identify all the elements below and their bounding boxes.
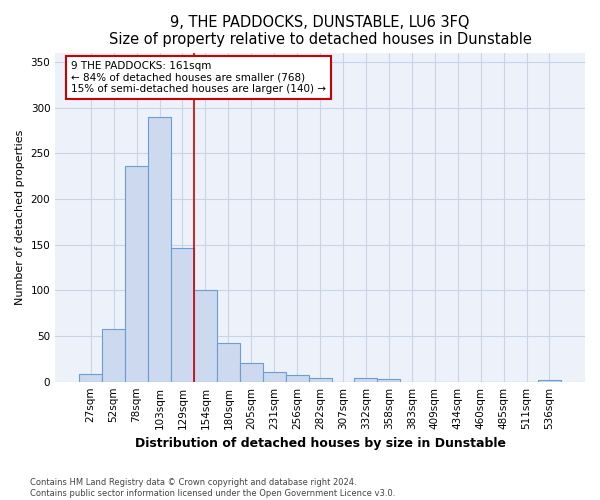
Bar: [377, 379, 400, 382]
Text: 9 THE PADDOCKS: 161sqm
← 84% of detached houses are smaller (768)
15% of semi-de: 9 THE PADDOCKS: 161sqm ← 84% of detached…: [71, 61, 326, 94]
Bar: [263, 372, 286, 382]
Bar: [286, 376, 308, 382]
Y-axis label: Number of detached properties: Number of detached properties: [15, 130, 25, 305]
Bar: [79, 374, 102, 382]
Bar: [102, 328, 125, 382]
X-axis label: Distribution of detached houses by size in Dunstable: Distribution of detached houses by size …: [134, 437, 506, 450]
Text: Contains HM Land Registry data © Crown copyright and database right 2024.
Contai: Contains HM Land Registry data © Crown c…: [30, 478, 395, 498]
Bar: [240, 364, 263, 382]
Bar: [125, 166, 148, 382]
Bar: [308, 378, 332, 382]
Bar: [171, 248, 194, 382]
Bar: [355, 378, 377, 382]
Bar: [194, 290, 217, 382]
Bar: [148, 116, 171, 382]
Title: 9, THE PADDOCKS, DUNSTABLE, LU6 3FQ
Size of property relative to detached houses: 9, THE PADDOCKS, DUNSTABLE, LU6 3FQ Size…: [109, 15, 532, 48]
Bar: [217, 344, 240, 382]
Bar: [538, 380, 561, 382]
